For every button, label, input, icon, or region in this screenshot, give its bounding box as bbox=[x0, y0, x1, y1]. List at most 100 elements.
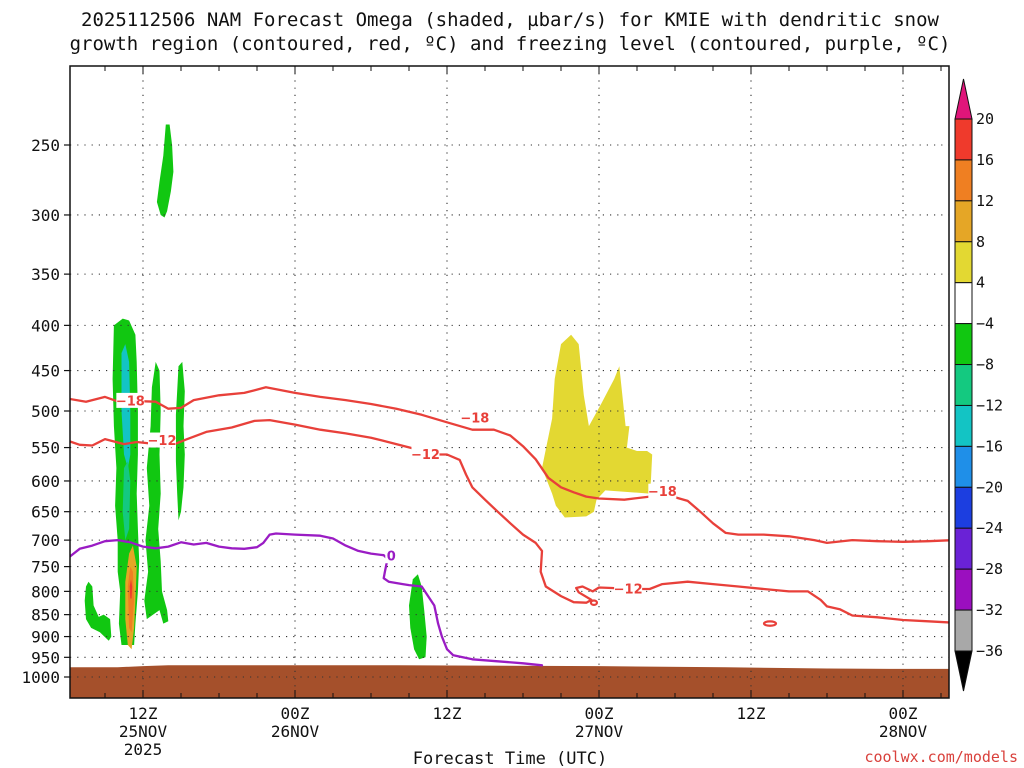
omega-region-green-0 bbox=[156, 124, 174, 218]
contour-minus-12 bbox=[70, 418, 949, 624]
x-tick-label-3: 00Z bbox=[585, 704, 614, 723]
colorbar-bin-9 bbox=[954, 445, 973, 488]
contour-minus-18-label-bg-0 bbox=[116, 392, 145, 408]
contour-minus-12-label-bg-3 bbox=[1009, 616, 1024, 631]
colorbar-bin-2 bbox=[954, 159, 973, 202]
contour-minus-12-label-bg-0 bbox=[148, 432, 176, 448]
contour-minus-12-label-3: −12 bbox=[1009, 617, 1024, 632]
colorbar-label-13: −36 bbox=[976, 642, 1003, 660]
colorbar-bin-10 bbox=[954, 486, 973, 529]
x-tick-label-1: 00Z bbox=[281, 704, 310, 723]
contour-freezing-0 bbox=[70, 532, 544, 667]
y-tick-label-950: 950 bbox=[31, 648, 60, 667]
colorbar-label-5: −4 bbox=[976, 315, 994, 333]
colorbar-bin-8 bbox=[954, 404, 973, 447]
x-tick-label-5: 00Z bbox=[889, 704, 918, 723]
y-tick-label-500: 500 bbox=[31, 402, 60, 421]
colorbar-bin-11 bbox=[954, 527, 973, 570]
contour-layer: −18−18−18−18−12−12−12−120 bbox=[70, 386, 1024, 667]
y-tick-label-550: 550 bbox=[31, 439, 60, 458]
credit-text: coolwx.com/models bbox=[864, 748, 1018, 766]
y-axis: 250 300 350 400 450 500 550 600 650 700 750 800 850 9… bbox=[21, 136, 70, 687]
y-tick-label-900: 900 bbox=[31, 628, 60, 647]
colorbar-label-10: −24 bbox=[976, 519, 1003, 537]
contour-minus-18-label-bg-2 bbox=[648, 483, 677, 499]
colorbar-bin-4 bbox=[954, 241, 973, 284]
colorbar-bin-5 bbox=[954, 282, 973, 325]
omega-region-green-4 bbox=[84, 581, 112, 641]
contour-freezing-0-label-0: 0 bbox=[387, 550, 396, 565]
colorbar-bin-bottom bbox=[954, 650, 973, 692]
minor-ticks bbox=[104, 66, 942, 698]
y-tick-label-1000: 1000 bbox=[21, 668, 60, 687]
contour-minus-12-label-2: −12 bbox=[614, 582, 643, 597]
colorbar-label-2: 12 bbox=[976, 192, 994, 210]
colorbar-bin-7 bbox=[954, 364, 973, 406]
x-tick-date-5: 28NOV bbox=[879, 722, 928, 741]
y-tick-label-350: 350 bbox=[31, 265, 60, 284]
x-tick-date-1: 26NOV bbox=[271, 722, 320, 741]
x-tick-label-2: 12Z bbox=[433, 704, 462, 723]
omega-region-green-5 bbox=[409, 574, 427, 660]
chart-title-line-2: growth region (contoured, red, ºC) and f… bbox=[70, 33, 951, 55]
contour-minus-18-label-0: −18 bbox=[116, 394, 145, 409]
colorbar-bin-12 bbox=[954, 568, 973, 611]
x-tick-date-0: 25NOV bbox=[119, 722, 168, 741]
y-tick-label-450: 450 bbox=[31, 362, 60, 381]
omega-region-green-2 bbox=[144, 361, 169, 624]
omega-region-yellow-1 bbox=[1018, 272, 1024, 318]
colorbar-label-8: −16 bbox=[976, 437, 1003, 455]
omega-region-yellow-0 bbox=[542, 334, 653, 518]
contour-minus-18-label-bg-1 bbox=[460, 409, 489, 425]
colorbar-label-1: 16 bbox=[976, 151, 994, 169]
terrain-layer bbox=[70, 665, 949, 698]
colorbar-label-12: −32 bbox=[976, 601, 1003, 619]
y-tick-label-700: 700 bbox=[31, 531, 60, 550]
chart-title-line-1: 2025112506 NAM Forecast Omega (shaded, µ… bbox=[81, 9, 939, 31]
contour-small-dash bbox=[762, 620, 778, 627]
y-tick-label-600: 600 bbox=[31, 472, 60, 491]
colorbar-label-11: −28 bbox=[976, 560, 1003, 578]
contour-minus-12-label-bg-1 bbox=[411, 446, 440, 462]
contour-minus-12-label-1: −12 bbox=[411, 448, 440, 463]
plot-frame bbox=[69, 65, 950, 699]
gridlines bbox=[70, 66, 949, 698]
contour-minus-18-label-1: −18 bbox=[460, 411, 489, 426]
y-tick-label-850: 850 bbox=[31, 606, 60, 625]
colorbar-bin-top bbox=[954, 78, 973, 120]
y-tick-label-750: 750 bbox=[31, 558, 60, 577]
colorbar-bin-13 bbox=[954, 609, 973, 652]
omega-region-orange-1 bbox=[127, 566, 135, 633]
contour-minus-12-label-0: −12 bbox=[148, 434, 177, 449]
x-tick-date-3: 27NOV bbox=[575, 722, 624, 741]
x-tick-label-4: 12Z bbox=[737, 704, 766, 723]
y-tick-label-800: 800 bbox=[31, 582, 60, 601]
colorbar-label-4: 4 bbox=[976, 274, 985, 292]
colorbar-label-6: −8 bbox=[976, 356, 994, 374]
colorbar-label-0: 20 bbox=[976, 110, 994, 128]
colorbar-bin-3 bbox=[954, 200, 973, 243]
contour-small-loop bbox=[589, 599, 599, 607]
x-tick-label-0: 12Z bbox=[129, 704, 158, 723]
y-tick-label-250: 250 bbox=[31, 136, 60, 155]
y-tick-label-300: 300 bbox=[31, 206, 60, 225]
colorbar-label-7: −12 bbox=[976, 396, 1003, 414]
y-tick-label-650: 650 bbox=[31, 503, 60, 522]
contour-minus-18-label-2: −18 bbox=[648, 485, 677, 500]
colorbar: 20 16 12 8 4 −4 −8 −12 −16 −20 −24 −28 −32 −36 bbox=[954, 78, 1003, 692]
x-axis-title: Forecast Time (UTC) bbox=[413, 749, 607, 768]
plot-area: −18−18−18−18−12−12−12−120 bbox=[70, 66, 1024, 698]
x-tick-year-0: 2025 bbox=[124, 740, 163, 759]
colorbar-label-9: −20 bbox=[976, 478, 1003, 496]
contour-minus-12-label-bg-2 bbox=[614, 580, 643, 596]
contour-minus-18 bbox=[70, 386, 949, 545]
plot-background bbox=[70, 66, 949, 698]
contour-freezing-0-label-bg-0 bbox=[385, 548, 398, 564]
y-tick-label-400: 400 bbox=[31, 316, 60, 335]
colorbar-label-3: 8 bbox=[976, 233, 985, 251]
terrain bbox=[70, 665, 949, 698]
omega-region-red-0 bbox=[129, 579, 133, 599]
colorbar-bin-1 bbox=[954, 118, 973, 161]
